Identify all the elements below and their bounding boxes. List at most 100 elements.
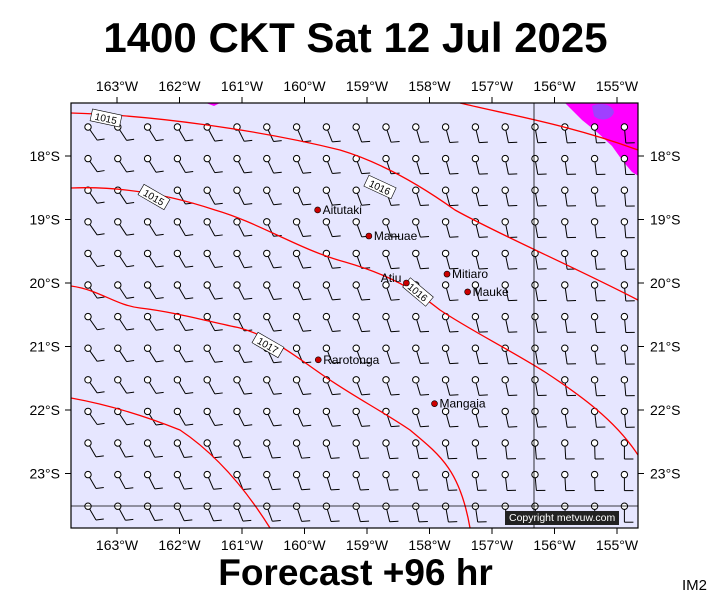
image-code: IM2 — [681, 577, 707, 594]
wind-barb — [233, 281, 253, 300]
wind-barb — [501, 439, 517, 460]
lon-label-top: 155°W — [596, 78, 639, 94]
wind-barb — [412, 249, 430, 270]
wind-barb — [471, 407, 488, 428]
lat-label-left: 21°S — [29, 339, 60, 355]
wind-barb — [561, 376, 577, 397]
wind-barb — [323, 535, 339, 554]
wind-barb — [114, 344, 135, 363]
wind-barb — [561, 439, 575, 460]
wind-barb — [322, 281, 341, 301]
wind-barb — [322, 218, 341, 238]
wind-barb — [143, 439, 163, 458]
place-manuae: Manuae — [365, 229, 418, 243]
wind-barb — [233, 154, 253, 174]
wind-barb — [352, 344, 371, 364]
wind-barb — [531, 376, 547, 397]
wind-barb — [441, 186, 459, 207]
wind-barb — [322, 344, 341, 364]
wind-barb — [590, 376, 606, 397]
place-mangaia: Mangaia — [431, 397, 486, 411]
wind-barb — [501, 312, 518, 333]
wind-barb — [531, 123, 547, 144]
place-markers: Aitutaki Manuae Mitiaro Atiu Mauke Rarotonga M… — [314, 203, 509, 411]
lat-label-right: 22°S — [650, 402, 681, 418]
wind-barb — [263, 186, 282, 206]
wind-barb — [233, 249, 253, 269]
wind-barb — [114, 249, 135, 268]
lon-label-bottom: 159°W — [346, 537, 389, 553]
wind-barb — [561, 470, 575, 492]
wind-barb — [590, 281, 606, 302]
map-title: 1400 CKT Sat 12 Jul 2025 — [103, 14, 608, 61]
wind-barb — [501, 154, 518, 175]
wind-barb — [412, 154, 430, 175]
wind-barb — [84, 407, 105, 426]
wind-barb — [441, 439, 458, 460]
wind-barb — [322, 439, 340, 459]
wind-barb — [531, 470, 546, 492]
wind-barb — [143, 218, 164, 236]
wind-barb — [620, 218, 635, 239]
copyright-badge: Copyright metvuw.com — [505, 511, 620, 525]
isobar-line — [71, 187, 638, 456]
wind-barb — [352, 407, 371, 427]
wind-barb — [471, 470, 487, 491]
wind-barb — [173, 376, 194, 395]
wind-barb — [203, 186, 223, 205]
wind-barb — [84, 154, 105, 173]
wind-barb — [292, 439, 311, 459]
wind-barb — [322, 312, 341, 332]
wind-barb — [412, 439, 428, 460]
wind-barb — [620, 249, 635, 270]
wind-barb — [382, 154, 400, 175]
lon-label-bottom: 163°W — [96, 537, 139, 553]
wind-barb — [233, 344, 253, 363]
wind-barb — [590, 154, 606, 175]
wind-barb — [620, 376, 635, 397]
wind-barb — [114, 470, 134, 490]
wind-barb — [322, 123, 341, 143]
wind-barb — [143, 281, 164, 300]
wind-barb — [292, 407, 312, 427]
wind-barb — [292, 376, 312, 395]
wind-barb — [412, 218, 430, 238]
svg-text:Manuae: Manuae — [374, 229, 418, 243]
wind-barb — [620, 123, 635, 144]
wind-barb — [441, 281, 459, 301]
wind-barb — [84, 186, 105, 204]
wind-barb — [531, 281, 547, 302]
wind-barb — [352, 439, 370, 459]
wind-barb — [620, 407, 635, 428]
wind-barb — [292, 154, 312, 174]
wind-barb — [173, 186, 194, 205]
lon-label-top: 160°W — [283, 78, 326, 94]
isobar-line — [71, 285, 471, 528]
wind-barb — [471, 186, 488, 207]
wind-barb — [382, 470, 399, 491]
wind-barb — [471, 123, 488, 144]
wind-barb — [84, 123, 105, 141]
wind-barb — [173, 249, 194, 268]
wind-barb — [531, 312, 547, 333]
lon-label-bottom: 156°W — [533, 537, 576, 553]
wind-barb — [561, 344, 577, 365]
wind-barb — [531, 439, 546, 460]
wind-barb — [352, 281, 371, 301]
lon-label-top: 163°W — [96, 78, 139, 94]
wind-barb — [173, 407, 194, 426]
lat-label-right: 20°S — [650, 275, 681, 291]
wind-barb — [233, 376, 253, 395]
lon-label-bottom: 158°W — [408, 537, 451, 553]
wind-barb — [173, 218, 194, 237]
wind-barb — [471, 376, 488, 396]
wind-barb — [322, 407, 341, 427]
wind-barb — [412, 470, 428, 491]
wind-barb — [561, 407, 577, 428]
wind-barb — [531, 186, 547, 207]
wind-barb — [590, 470, 605, 492]
wind-barb — [263, 281, 282, 300]
wind-barb — [143, 312, 164, 331]
wind-barb — [471, 249, 488, 270]
